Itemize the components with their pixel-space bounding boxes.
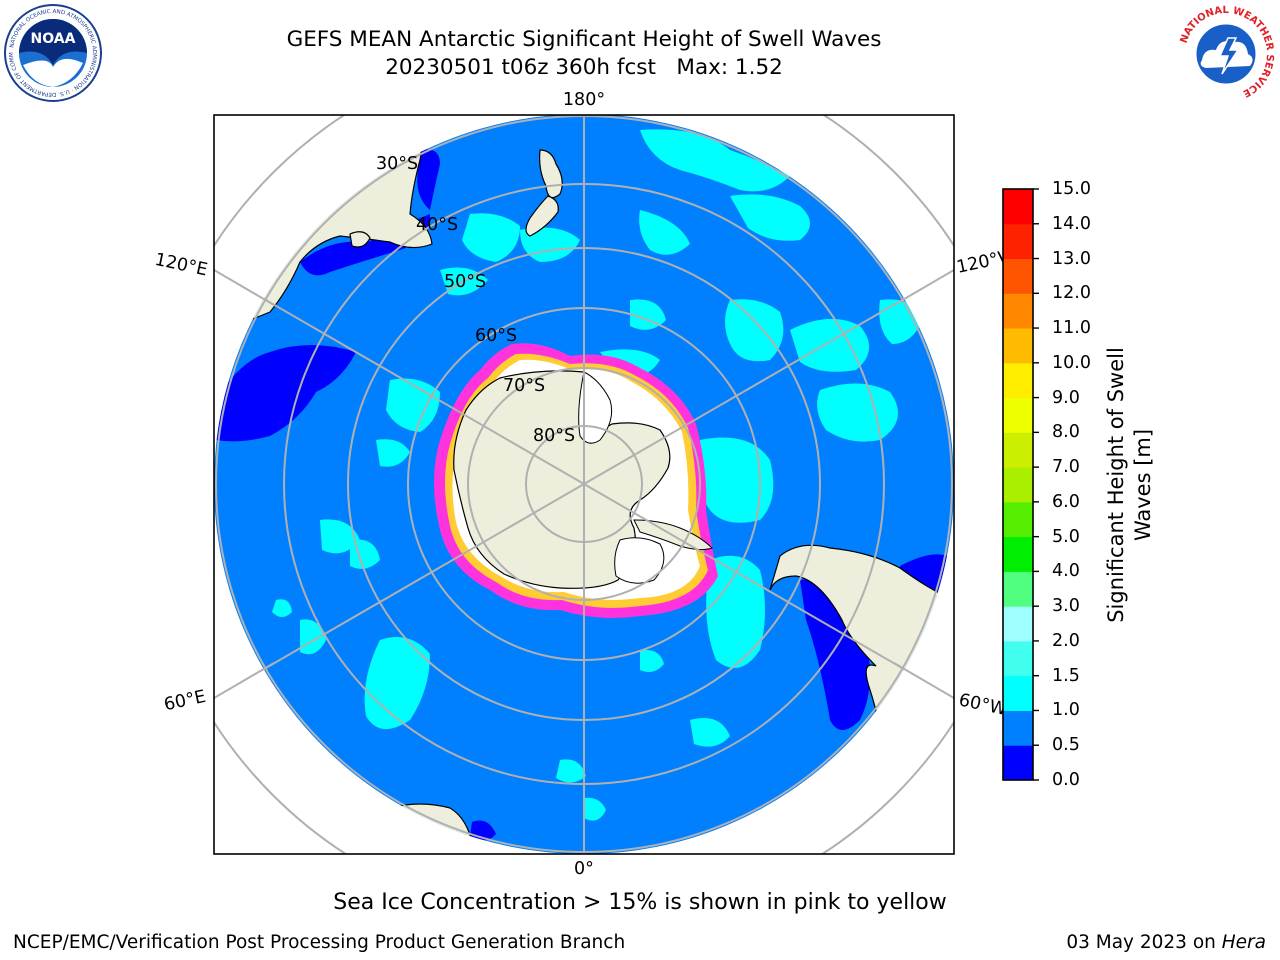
colorbar-tick-label: 7.0 (1052, 457, 1080, 478)
colorbar-tick-label: 11.0 (1052, 318, 1091, 339)
weddell-ice-shelf (614, 537, 665, 584)
footer-branch: NCEP/EMC/Verification Post Processing Pr… (13, 932, 626, 953)
colorbar-segment (1003, 675, 1033, 711)
colorbar-tick-label: 1.5 (1052, 665, 1080, 686)
colorbar-frame (1002, 188, 1034, 781)
colorbar-tick-label: 2.0 (1052, 630, 1080, 651)
lat-label-50s: 50°S (444, 272, 486, 292)
colorbar-tick-label: 12.0 (1052, 283, 1091, 304)
colorbar-segment (1003, 745, 1033, 781)
colorbar-label-line-2: Waves [m] (1131, 428, 1155, 542)
footer-date-text: 03 May 2023 on (1066, 932, 1222, 953)
lat-label-70s: 70°S (503, 376, 545, 396)
low-swell-region-tasman (417, 149, 440, 210)
lat-label-40s: 40°S (416, 215, 458, 235)
map-frame (213, 114, 955, 855)
footer-host: Hera (1221, 932, 1266, 953)
longitude-gridlines (214, 115, 954, 854)
noaa-logo-text: NOAA (31, 31, 76, 47)
chart-title: GEFS MEAN Antarctic Significant Height o… (0, 26, 1168, 82)
colorbar-tick-label: 13.0 (1052, 248, 1091, 269)
colorbar-tick-label: 9.0 (1052, 387, 1080, 408)
lon-label-180: 180° (563, 90, 605, 110)
outer-gridlines (214, 115, 954, 854)
colorbar-tick-label: 4.0 (1052, 561, 1080, 582)
latitude-labels: 30°S 40°S 50°S 60°S 70°S 80°S (376, 154, 575, 446)
colorbar-label-line-1: Significant Height of Swell (1104, 347, 1128, 623)
lat-label-80s: 80°S (533, 426, 575, 446)
colorbar-segment (1003, 432, 1033, 468)
colorbar-tick-label: 1.0 (1052, 700, 1080, 721)
colorbar-tick-label: 10.0 (1052, 352, 1091, 373)
colorbar-segment (1003, 258, 1033, 294)
colorbar-segment (1003, 223, 1033, 260)
lat-label-60s: 60°S (475, 326, 517, 346)
colorbar (1002, 188, 1039, 781)
colorbar-tick-label: 8.0 (1052, 422, 1080, 443)
footer-date: 03 May 2023 on Hera (1066, 932, 1266, 953)
colorbar-segment (1003, 189, 1033, 225)
colorbar-segment (1003, 710, 1033, 746)
colorbar-tick-label: 14.0 (1052, 213, 1091, 234)
colorbar-tick-label: 0.0 (1052, 770, 1080, 790)
land-new-zealand (525, 149, 563, 237)
colorbar-segment (1003, 397, 1033, 433)
sea-ice-caption: Sea Ice Concentration > 15% is shown in … (333, 890, 947, 915)
title-line-1: GEFS MEAN Antarctic Significant Height o… (286, 27, 882, 52)
colorbar-segment (1003, 328, 1033, 364)
colorbar-tick-label: 3.0 (1052, 596, 1080, 617)
colorbar-segment (1003, 501, 1033, 538)
title-line-2: 20230501 t06z 360h fcst Max: 1.52 (385, 55, 783, 80)
lon-label-0: 0° (574, 859, 594, 879)
colorbar-tick-label: 6.0 (1052, 491, 1080, 512)
land-tasmania (349, 231, 371, 248)
colorbar-tick-label: 5.0 (1052, 526, 1080, 547)
colorbar-segment (1003, 536, 1033, 572)
colorbar-segment (1003, 640, 1033, 677)
colorbar-segment (1003, 467, 1033, 503)
colorbar-tick-label: 15.0 (1052, 179, 1091, 199)
colorbar-segment (1003, 606, 1033, 642)
lon-label-60e: 60°E (162, 687, 207, 715)
lon-label-60w: 60°W (957, 690, 1008, 720)
colorbar-segment (1003, 362, 1033, 399)
lat-label-30s: 30°S (376, 154, 418, 174)
colorbar-segment (1003, 293, 1033, 329)
noaa-logo: NOAA NATIONAL OCEANIC AND ATMOSPHERIC AD… (3, 3, 102, 102)
nws-logo: NATIONAL WEATHER SERVICE (1178, 5, 1275, 102)
colorbar-tick-label: 0.5 (1052, 735, 1080, 756)
low-swell-region-west (216, 345, 356, 442)
lon-label-120e: 120°E (153, 250, 209, 281)
colorbar-segment (1003, 571, 1033, 607)
